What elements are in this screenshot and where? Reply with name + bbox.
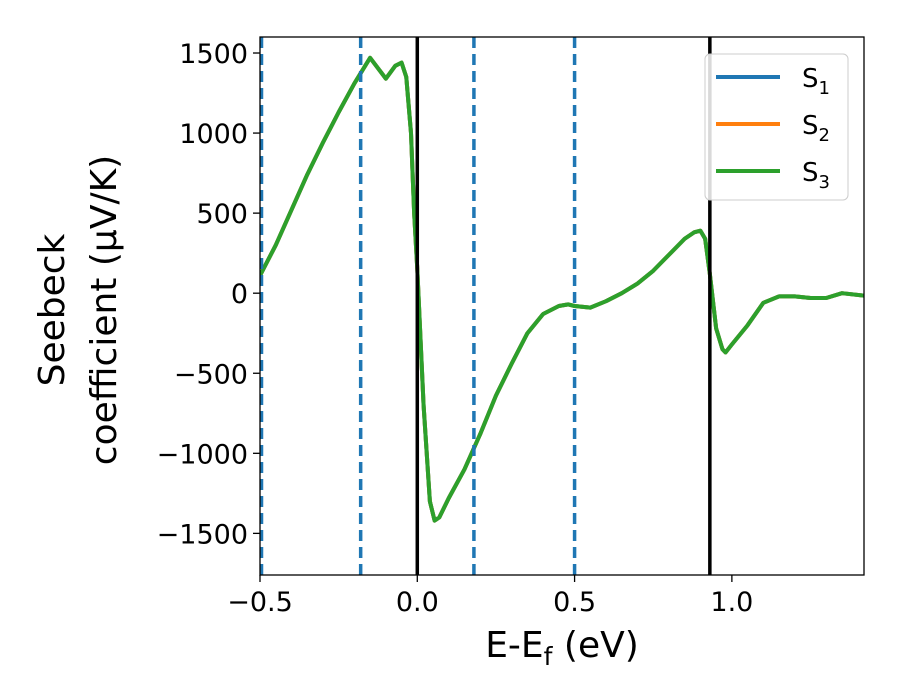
y-axis-title: Seebeck coefficient (μV/K) [32, 155, 125, 465]
legend-label-s3: S3 [802, 158, 830, 193]
y-tick-label: 0 [231, 279, 248, 310]
legend-item-s3: S3 [716, 158, 830, 193]
plot-clip-group [260, 37, 864, 575]
y-axis: −1500 −1000 −500 0 500 1000 1500 [157, 39, 260, 550]
plot-area [260, 37, 864, 575]
legend-item-s1: S1 [716, 64, 830, 99]
legend: S1 S2 S3 [704, 53, 849, 201]
x-tick-label: 1.0 [710, 587, 753, 618]
legend-item-s2: S2 [716, 111, 830, 146]
y-tick-label: −1500 [157, 519, 248, 550]
y-axis-title-line2: coefficient (μV/K) [84, 155, 125, 465]
x-axis: −0.5 0.0 0.5 1.0 [227, 575, 753, 618]
y-tick-label: −500 [174, 359, 248, 390]
y-axis-title-line1: Seebeck [32, 233, 73, 386]
y-tick-label: −1000 [157, 439, 248, 470]
x-axis-title: E-Ef (eV) [485, 625, 639, 671]
y-tick-label: 500 [196, 199, 248, 230]
x-tick-label: 0.5 [553, 587, 596, 618]
y-tick-label: 1000 [179, 119, 248, 150]
series-line-s3 [260, 55, 864, 523]
legend-label-s1: S1 [802, 64, 830, 99]
legend-label-s2: S2 [802, 111, 830, 146]
x-tick-label: −0.5 [227, 587, 293, 618]
plot-frame [259, 36, 865, 576]
legend-box [704, 53, 849, 201]
y-tick-label: 1500 [179, 39, 248, 70]
x-tick-label: 0.0 [396, 587, 439, 618]
